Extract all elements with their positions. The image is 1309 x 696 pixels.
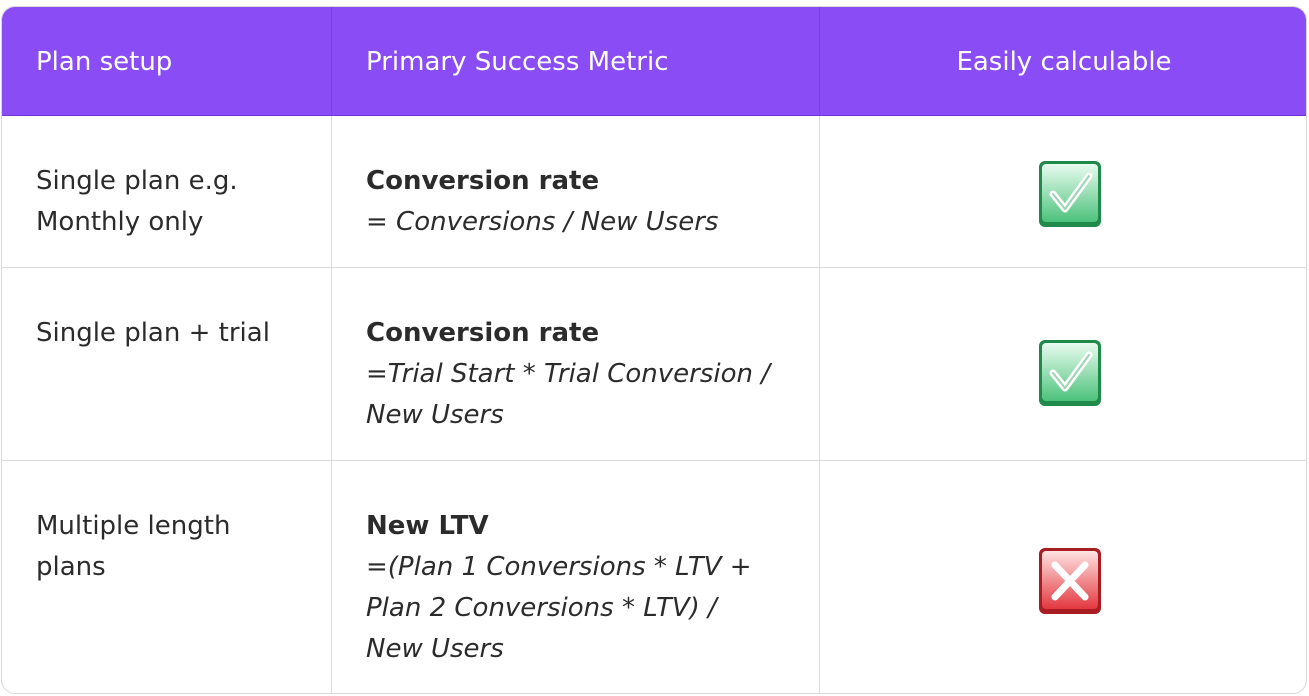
plan-setup-line: Single plan + trial	[36, 318, 270, 348]
metric-name: Conversion rate	[366, 166, 600, 196]
calculable-cell	[820, 116, 1306, 267]
calculable-cell	[820, 461, 1306, 693]
plan-setup-line: Single plan e.g.	[36, 166, 238, 196]
plan-setup-line: Multiple length	[36, 511, 231, 541]
plan-setup-line: plans	[36, 552, 106, 582]
plan-setup-cell: Single plan + trial	[2, 268, 332, 460]
metric-formula-line: = Conversions / New Users	[366, 207, 719, 237]
metric-text: Conversion rate = Conversions / New User…	[366, 161, 718, 243]
cross-mark-icon	[1037, 546, 1103, 616]
plan-setup-text: Single plan e.g. Monthly only	[36, 161, 238, 243]
header-cell-easily-calculable: Easily calculable	[820, 7, 1306, 115]
metric-formula-line: New Users	[366, 634, 504, 664]
metric-text: Conversion rate =Trial Start * Trial Con…	[366, 313, 770, 436]
metric-name: New LTV	[366, 511, 489, 541]
table-row: Single plan e.g. Monthly only Conversion…	[2, 116, 1306, 268]
header-cell-primary-metric: Primary Success Metric	[332, 7, 820, 115]
plan-setup-line: Monthly only	[36, 207, 204, 237]
metric-cell: New LTV =(Plan 1 Conversions * LTV + Pla…	[332, 461, 820, 693]
metric-cell: Conversion rate = Conversions / New User…	[332, 116, 820, 267]
header-primary-success-metric: Primary Success Metric	[366, 47, 669, 77]
plan-setup-cell: Multiple length plans	[2, 461, 332, 693]
table-row: Single plan + trial Conversion rate =Tri…	[2, 268, 1306, 461]
metric-text: New LTV =(Plan 1 Conversions * LTV + Pla…	[366, 506, 752, 670]
table-header-row: Plan setup Primary Success Metric Easily…	[2, 7, 1306, 116]
metric-formula-line: New Users	[366, 400, 504, 430]
header-easily-calculable: Easily calculable	[956, 47, 1172, 77]
metric-formula-line: =Trial Start * Trial Conversion /	[366, 359, 771, 389]
metric-cell: Conversion rate =Trial Start * Trial Con…	[332, 268, 820, 460]
check-mark-icon	[1037, 338, 1103, 408]
metric-formula-line: Plan 2 Conversions * LTV) /	[366, 593, 717, 623]
comparison-table: Plan setup Primary Success Metric Easily…	[1, 6, 1307, 694]
metric-name: Conversion rate	[366, 318, 600, 348]
metric-formula-line: =(Plan 1 Conversions * LTV +	[366, 552, 752, 582]
check-mark-icon	[1037, 159, 1103, 229]
calculable-cell	[820, 268, 1306, 460]
table-row: Multiple length plans New LTV =(Plan 1 C…	[2, 461, 1306, 693]
plan-setup-cell: Single plan e.g. Monthly only	[2, 116, 332, 267]
plan-setup-text: Multiple length plans	[36, 506, 230, 588]
header-plan-setup: Plan setup	[36, 47, 173, 77]
plan-setup-text: Single plan + trial	[36, 313, 270, 354]
header-cell-plan-setup: Plan setup	[2, 7, 332, 115]
